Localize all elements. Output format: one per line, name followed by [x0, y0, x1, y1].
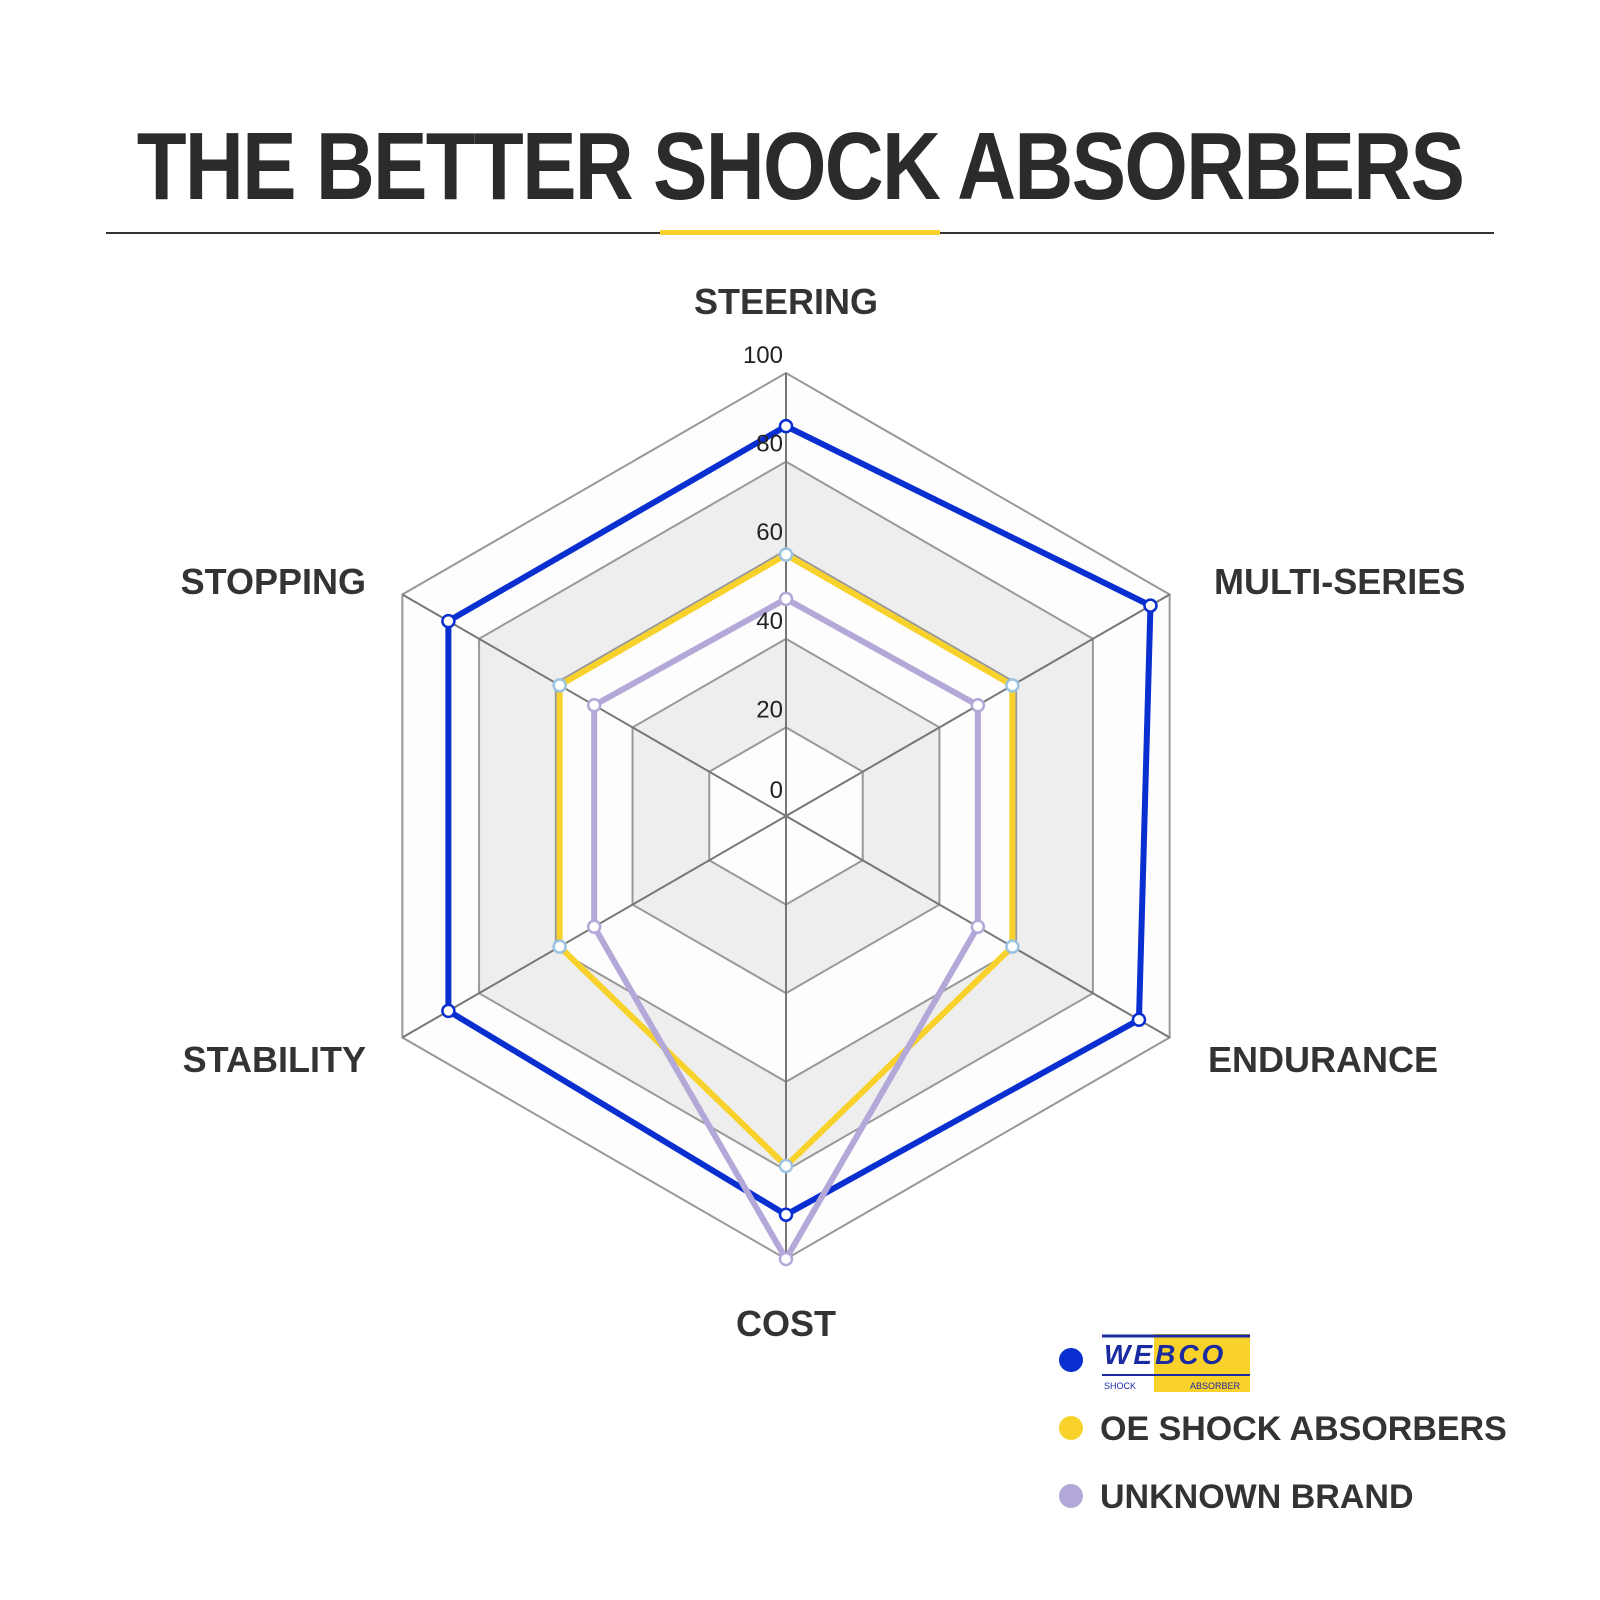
tick-label: 0 — [770, 777, 783, 804]
legend-marker — [1059, 1348, 1083, 1372]
legend-label: OE SHOCK ABSORBERS — [1100, 1410, 1507, 1448]
data-point — [970, 919, 986, 934]
data-point — [970, 698, 986, 713]
logo-text: WEBCO — [1104, 1339, 1226, 1370]
data-point — [1005, 678, 1020, 693]
data-point — [778, 1251, 794, 1267]
data-point — [552, 939, 567, 954]
axis-label-stability: STABILITY — [183, 1039, 366, 1080]
tick-label: 60 — [756, 519, 783, 546]
legend-marker — [1059, 1416, 1083, 1440]
data-point — [778, 547, 794, 562]
logo-bg — [1154, 1334, 1250, 1392]
axis-label-steering: STEERING — [694, 281, 878, 322]
data-point — [1131, 1012, 1147, 1028]
legend-label: UNKNOWN BRAND — [1100, 1478, 1414, 1516]
tick-label: 80 — [756, 431, 783, 458]
legend-marker — [1059, 1484, 1083, 1508]
data-point — [778, 591, 794, 607]
axis-label-multi-series: MULTI-SERIES — [1214, 561, 1465, 602]
tick-label: 100 — [743, 342, 783, 369]
data-point — [1005, 939, 1020, 954]
axis-label-cost: COST — [736, 1303, 836, 1344]
logo-sub: SHOCK — [1104, 1381, 1136, 1391]
data-point — [552, 678, 567, 693]
data-point — [586, 919, 602, 934]
axis-label-stopping: STOPPING — [181, 561, 366, 602]
data-point — [778, 418, 794, 434]
legend-item: OE SHOCK ABSORBERS — [1059, 1410, 1507, 1448]
legend-item: WEBCO SHOCK ABSORBER — [1059, 1334, 1250, 1392]
data-point — [441, 1003, 456, 1019]
data-point — [441, 613, 456, 629]
tick-label: 20 — [756, 696, 783, 723]
data-point — [586, 698, 602, 713]
logo-sub: ABSORBER — [1190, 1381, 1241, 1391]
data-point — [1143, 598, 1158, 613]
page-title: THE BETTER SHOCK ABSORBERS — [136, 113, 1465, 220]
axis-label-endurance: ENDURANCE — [1208, 1039, 1438, 1080]
data-point — [778, 1158, 794, 1174]
webco-logo: WEBCO SHOCK ABSORBER — [1102, 1334, 1250, 1392]
data-point — [778, 1207, 794, 1222]
legend-item: UNKNOWN BRAND — [1059, 1478, 1414, 1516]
title-divider-accent — [660, 230, 940, 235]
tick-label: 40 — [756, 608, 783, 635]
